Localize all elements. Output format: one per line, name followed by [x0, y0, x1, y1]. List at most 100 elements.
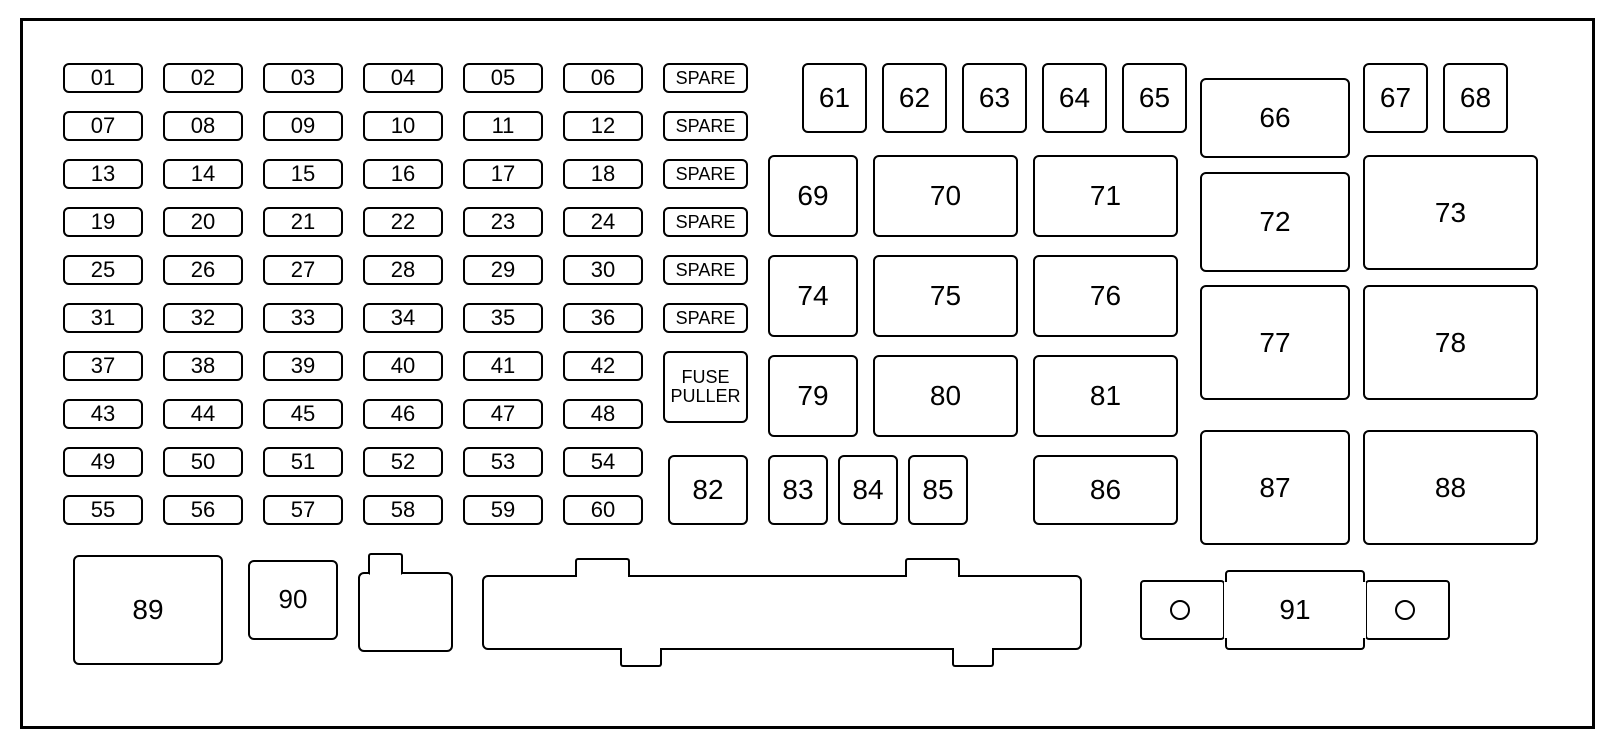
- slot-76: 76: [1033, 255, 1178, 337]
- slot-74: 74: [768, 255, 858, 337]
- fuse-48: 48: [563, 399, 643, 429]
- fuse-25: 25: [63, 255, 143, 285]
- fuse-38: 38: [163, 351, 243, 381]
- slot-69: 69: [768, 155, 858, 237]
- slot-63: 63: [962, 63, 1027, 133]
- fuse-07: 07: [63, 111, 143, 141]
- slot-75: 75: [873, 255, 1018, 337]
- fuse-39: 39: [263, 351, 343, 381]
- fuse-47: 47: [463, 399, 543, 429]
- fuse-44: 44: [163, 399, 243, 429]
- fuse-12: 12: [563, 111, 643, 141]
- fuse-26: 26: [163, 255, 243, 285]
- fuse-28: 28: [363, 255, 443, 285]
- spare-label-4: SPARE: [663, 207, 748, 237]
- fuse-14: 14: [163, 159, 243, 189]
- fuse-35: 35: [463, 303, 543, 333]
- fuse-53: 53: [463, 447, 543, 477]
- slot-62: 62: [882, 63, 947, 133]
- fuse-box-diagram: 0102030405060708091011121314151617181920…: [0, 0, 1609, 741]
- slot-61: 61: [802, 63, 867, 133]
- aux-shape-body: [358, 572, 453, 652]
- fuse-09: 09: [263, 111, 343, 141]
- fuse-19: 19: [63, 207, 143, 237]
- fuse-10: 10: [363, 111, 443, 141]
- fuse-36: 36: [563, 303, 643, 333]
- fuse-18: 18: [563, 159, 643, 189]
- fuse-20: 20: [163, 207, 243, 237]
- fuse-29: 29: [463, 255, 543, 285]
- fuse-27: 27: [263, 255, 343, 285]
- slot-91: 91: [1225, 570, 1365, 650]
- slot-91-right-hole-icon: [1395, 600, 1415, 620]
- spare-label-2: SPARE: [663, 111, 748, 141]
- spare-label-3: SPARE: [663, 159, 748, 189]
- fuse-02: 02: [163, 63, 243, 93]
- spare-label-5: SPARE: [663, 255, 748, 285]
- fuse-24: 24: [563, 207, 643, 237]
- fuse-11: 11: [463, 111, 543, 141]
- fuse-40: 40: [363, 351, 443, 381]
- slot-80: 80: [873, 355, 1018, 437]
- slot-87: 87: [1200, 430, 1350, 545]
- fuse-01: 01: [63, 63, 143, 93]
- fuse-51: 51: [263, 447, 343, 477]
- fuse-22: 22: [363, 207, 443, 237]
- fuse-03: 03: [263, 63, 343, 93]
- slot-77: 77: [1200, 285, 1350, 400]
- fuse-55: 55: [63, 495, 143, 525]
- slot-73: 73: [1363, 155, 1538, 270]
- slot-86: 86: [1033, 455, 1178, 525]
- slot-84: 84: [838, 455, 898, 525]
- slot-66: 66: [1200, 78, 1350, 158]
- connector-body: [482, 575, 1082, 650]
- fuse-23: 23: [463, 207, 543, 237]
- slot-89: 89: [73, 555, 223, 665]
- fuse-42: 42: [563, 351, 643, 381]
- fuse-04: 04: [363, 63, 443, 93]
- fuse-21: 21: [263, 207, 343, 237]
- slot-68: 68: [1443, 63, 1508, 133]
- slot-78: 78: [1363, 285, 1538, 400]
- fuse-60: 60: [563, 495, 643, 525]
- fuse-31: 31: [63, 303, 143, 333]
- fuse-41: 41: [463, 351, 543, 381]
- fuse-37: 37: [63, 351, 143, 381]
- slot-79: 79: [768, 355, 858, 437]
- slot-81: 81: [1033, 355, 1178, 437]
- slot-85: 85: [908, 455, 968, 525]
- fuse-08: 08: [163, 111, 243, 141]
- fuse-34: 34: [363, 303, 443, 333]
- fuse-52: 52: [363, 447, 443, 477]
- fuse-54: 54: [563, 447, 643, 477]
- slot-67: 67: [1363, 63, 1428, 133]
- fuse-50: 50: [163, 447, 243, 477]
- fuse-56: 56: [163, 495, 243, 525]
- slot-82: 82: [668, 455, 748, 525]
- fuse-57: 57: [263, 495, 343, 525]
- fuse-58: 58: [363, 495, 443, 525]
- fuse-05: 05: [463, 63, 543, 93]
- fuse-30: 30: [563, 255, 643, 285]
- fuse-33: 33: [263, 303, 343, 333]
- fuse-43: 43: [63, 399, 143, 429]
- slot-88: 88: [1363, 430, 1538, 545]
- fuse-13: 13: [63, 159, 143, 189]
- slot-64: 64: [1042, 63, 1107, 133]
- fuse-06: 06: [563, 63, 643, 93]
- slot-90: 90: [248, 560, 338, 640]
- spare-label-6: SPARE: [663, 303, 748, 333]
- slot-72: 72: [1200, 172, 1350, 272]
- fuse-17: 17: [463, 159, 543, 189]
- fuse-puller-label: FUSE PULLER: [663, 351, 748, 423]
- fuse-49: 49: [63, 447, 143, 477]
- slot-70: 70: [873, 155, 1018, 237]
- fuse-59: 59: [463, 495, 543, 525]
- fuse-16: 16: [363, 159, 443, 189]
- slot-83: 83: [768, 455, 828, 525]
- fuse-46: 46: [363, 399, 443, 429]
- spare-label-1: SPARE: [663, 63, 748, 93]
- slot-71: 71: [1033, 155, 1178, 237]
- fuse-45: 45: [263, 399, 343, 429]
- slot-91-left-hole-icon: [1170, 600, 1190, 620]
